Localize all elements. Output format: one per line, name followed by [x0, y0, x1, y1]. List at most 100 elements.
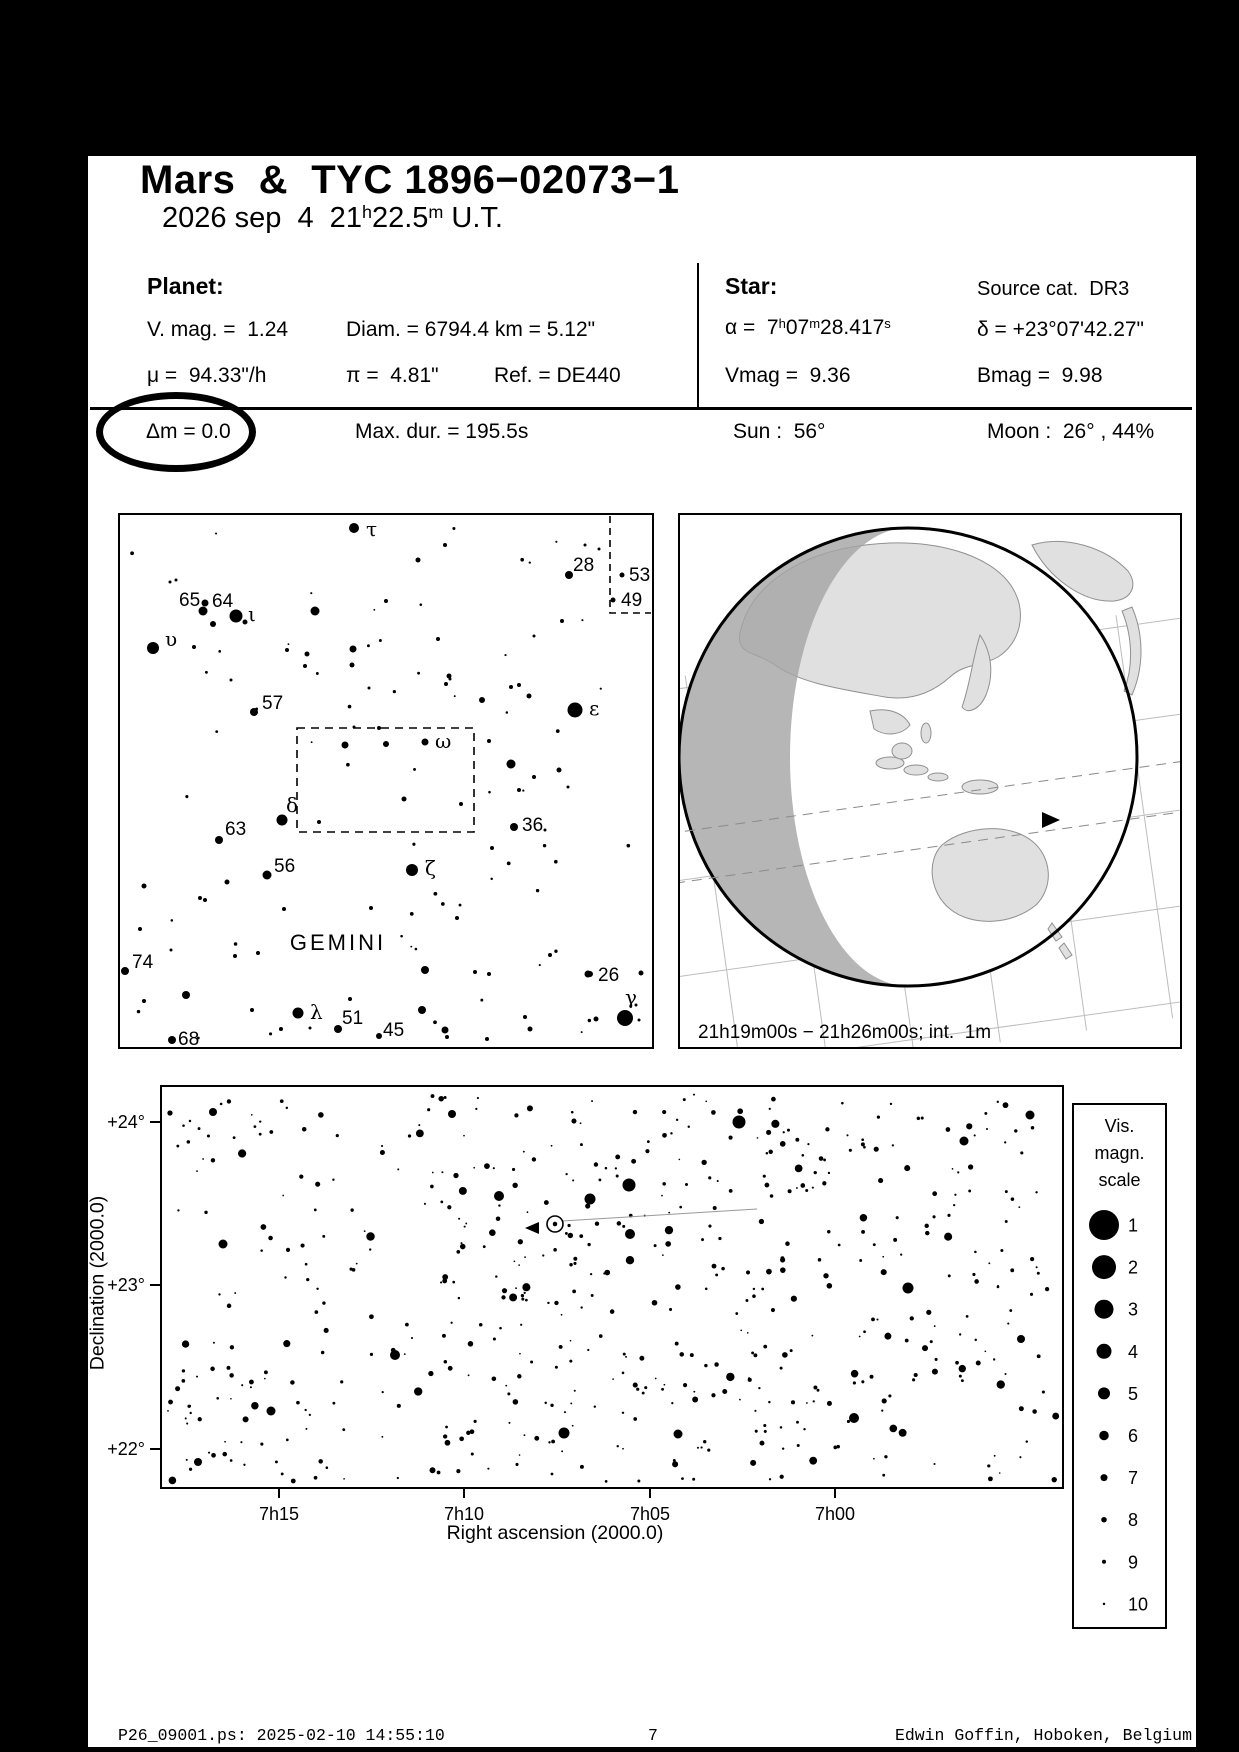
- planet-motion: μ = 94.33"/h: [147, 364, 267, 387]
- ra-sup-m: m: [809, 315, 821, 331]
- svg-text:7: 7: [1128, 1468, 1138, 1488]
- star-ra: α = 7h07m28.417s: [725, 316, 891, 340]
- svg-text:53: 53: [629, 565, 650, 586]
- globe-panel: 21h19m00s − 21h26m00s; int. 1m: [678, 513, 1182, 1049]
- svg-text:56: 56: [274, 856, 295, 877]
- svg-text:7h15: 7h15: [259, 1504, 299, 1524]
- svg-text:57: 57: [262, 693, 283, 714]
- sumatra: [875, 756, 905, 770]
- svg-text:1: 1: [1128, 1216, 1138, 1236]
- svg-text:51: 51: [342, 1008, 363, 1029]
- date-minutes: 22.5: [371, 202, 429, 234]
- new-guinea: [961, 779, 999, 795]
- path-time-caption: 21h19m00s − 21h26m00s; int. 1m: [698, 1022, 991, 1043]
- north-america-coast: [1121, 606, 1142, 696]
- planet-diameter: Diam. = 6794.4 km = 5.12": [346, 318, 596, 341]
- alaska: [1031, 541, 1134, 602]
- path-direction-arrow: [1042, 812, 1060, 828]
- page-title: Mars & TYC 1896−02073−1: [140, 158, 680, 202]
- svg-text:28: 28: [573, 555, 594, 576]
- indochina: [869, 709, 911, 735]
- planet-parallax: π = 4.81": [346, 364, 439, 387]
- x-axis-title: Right ascension (2000.0): [446, 1522, 664, 1544]
- svg-text:63: 63: [225, 819, 246, 840]
- svg-text:ω: ω: [435, 729, 451, 753]
- magnitude-legend: Vis. magn. scale 1 2 3 4 5 6 7 8 9 10: [1072, 1103, 1167, 1629]
- sun-elongation: Sun : 56°: [733, 420, 826, 443]
- motion-direction-arrow: [525, 1222, 539, 1234]
- table-horizontal-rule: [90, 407, 1192, 410]
- svg-text:9: 9: [1128, 1552, 1138, 1572]
- date-main: 2026 sep 4 21: [162, 202, 362, 234]
- svg-text:6: 6: [1128, 1426, 1138, 1446]
- legend-title-line2: magn.: [1094, 1143, 1145, 1163]
- footer-page-number: 7: [648, 1726, 658, 1745]
- australia: [931, 828, 1049, 922]
- svg-text:68: 68: [178, 1029, 199, 1047]
- borneo: [891, 742, 913, 760]
- planet-vmag: V. mag. = 1.24: [147, 318, 289, 341]
- philippines: [920, 722, 932, 744]
- globe-outline: [680, 526, 1139, 988]
- ra-sup-s: s: [884, 315, 891, 331]
- constellation-label: GEMINI: [290, 930, 386, 955]
- main-chart-axes: +24° +23° +22° 7h15 7h10 7h05 7h00: [107, 1112, 855, 1524]
- svg-text:26: 26: [598, 965, 619, 986]
- svg-text:7h05: 7h05: [630, 1504, 670, 1524]
- svg-text:υ: υ: [165, 627, 177, 651]
- ra-seconds: 28.417: [820, 316, 885, 339]
- svg-text:10: 10: [1128, 1594, 1148, 1614]
- svg-text:+23°: +23°: [107, 1275, 145, 1295]
- svg-text:65: 65: [179, 590, 200, 611]
- delta-m-highlight-ellipse: [96, 392, 256, 472]
- svg-text:τ: τ: [366, 517, 377, 541]
- ra-sup-h: h: [778, 315, 786, 331]
- star-dec: δ = +23°07'42.27": [977, 318, 1145, 341]
- y-axis-title: Declination (2000.0): [86, 1195, 109, 1371]
- corner-field-outline: [609, 516, 651, 614]
- svg-text:ε: ε: [589, 696, 599, 720]
- svg-text:+22°: +22°: [107, 1439, 145, 1459]
- svg-text:8: 8: [1128, 1510, 1138, 1530]
- svg-text:7h10: 7h10: [444, 1504, 484, 1524]
- ra-hours: α = 7: [725, 316, 779, 339]
- legend-title-line3: scale: [1098, 1170, 1141, 1190]
- java: [903, 764, 929, 776]
- svg-text:49: 49: [621, 590, 642, 611]
- lesser-sunda: [927, 772, 949, 782]
- moon-elongation: Moon : 26° , 44%: [987, 420, 1155, 443]
- star-vmag: Vmag = 9.36: [725, 364, 851, 387]
- footer-author: Edwin Goffin, Hoboken, Belgium: [894, 1726, 1192, 1745]
- date-sup-h: h: [361, 202, 372, 223]
- legend-title: Vis. magn. scale: [1074, 1113, 1165, 1194]
- date-ut: U.T.: [443, 202, 503, 234]
- night-side-crescent: [680, 528, 908, 986]
- svg-text:5: 5: [1128, 1384, 1138, 1404]
- svg-text:δ: δ: [286, 793, 298, 817]
- legend-entries-canvas: 1 2 3 4 5 6 7 8 9 10: [1089, 1210, 1148, 1614]
- main-chart: +24° +23° +22° 7h15 7h10 7h05 7h00: [107, 1085, 1064, 1524]
- svg-text:45: 45: [383, 1020, 404, 1041]
- japan-arc: [961, 633, 992, 711]
- svg-text:ι: ι: [248, 602, 256, 626]
- svg-text:7h00: 7h00: [815, 1504, 855, 1524]
- planet-heading: Planet:: [147, 273, 224, 299]
- table-vertical-divider: [697, 263, 699, 409]
- finder-starfield: τ 28 53 49 65 64 ι υ 57 ε ω δ 63 36 56 ζ 74 26 γ 68 λ 51 45: [121, 517, 650, 1047]
- svg-text:64: 64: [212, 591, 234, 612]
- legend-title-line1: Vis.: [1104, 1116, 1135, 1136]
- finder-chart: GEMINI τ 28 53 49 65 64 ι υ 57 ε ω δ 63 36 56 ζ 74 26 γ 68 λ…: [118, 513, 654, 1049]
- svg-text:36: 36: [522, 815, 543, 836]
- prediction-page: Mars & TYC 1896−02073−1 2026 sep 4 21h22…: [86, 156, 1196, 1747]
- svg-text:λ: λ: [310, 1000, 323, 1024]
- svg-text:3: 3: [1128, 1300, 1138, 1320]
- path-limit-lines: [680, 753, 1180, 894]
- globe-canvas: 21h19m00s − 21h26m00s; int. 1m: [680, 526, 1180, 1047]
- star-bmag: Bmag = 9.98: [977, 364, 1103, 387]
- max-duration: Max. dur. = 195.5s: [355, 420, 529, 443]
- new-zealand-south: [1058, 942, 1073, 960]
- svg-text:74: 74: [132, 952, 154, 973]
- planet-ephemeris-ref: Ref. = DE440: [494, 364, 621, 387]
- star-heading: Star:: [725, 273, 778, 299]
